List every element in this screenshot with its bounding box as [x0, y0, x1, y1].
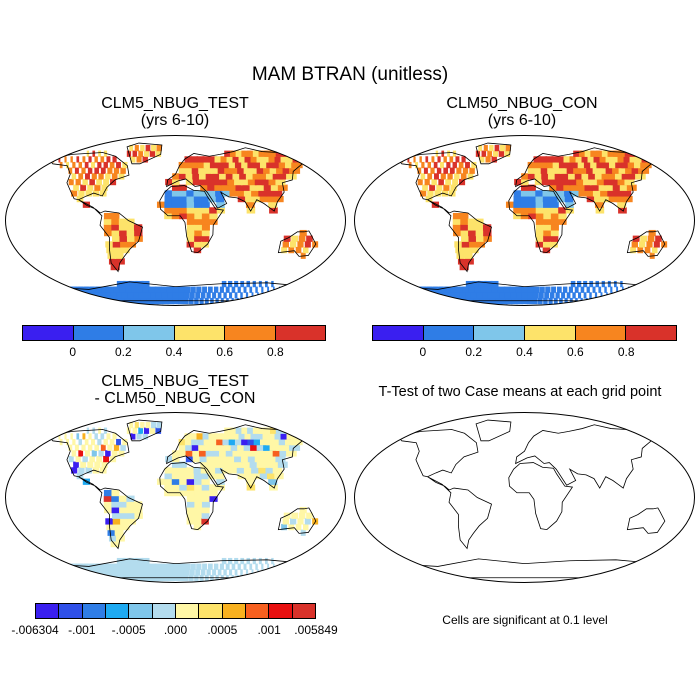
colorbar-tick-label: 0.4 [165, 345, 183, 359]
colorbar-box [373, 326, 424, 340]
figure-title: MAM BTRAN (unitless) [251, 64, 449, 85]
map-top-right [354, 135, 695, 306]
colorbar-box [129, 604, 153, 618]
colorbar-tick-label: 0.8 [617, 345, 635, 359]
colorbar-box [222, 604, 246, 618]
colorbar-box [124, 326, 175, 340]
panel-title-line1: CLM5_NBUG_TEST [101, 373, 249, 390]
map-bottom-right [354, 412, 695, 583]
colorbar-tick-label: -.001 [68, 623, 96, 637]
colorbar-boxes [35, 603, 316, 619]
colorbar-tick-label: -.0005 [111, 623, 146, 637]
panel-title-bottom-right: T-Test of two Case means at each grid po… [378, 384, 662, 400]
map-top-left [5, 135, 346, 306]
colorbar-box [174, 326, 225, 340]
colorbar-boxes [372, 325, 677, 341]
map-bottom-left [5, 412, 346, 583]
significance-note: Cells are significant at 0.1 level [442, 613, 608, 627]
colorbar-tick-label: 0.2 [114, 345, 132, 359]
colorbar-tick-label: -.006304 [11, 623, 59, 637]
colorbar-box [575, 326, 627, 340]
colorbar-tick-label: .001 [257, 623, 281, 637]
colorbar-box [23, 326, 74, 340]
colorbar-tick-label: 0.6 [566, 345, 584, 359]
colorbar-box [525, 326, 576, 340]
colorbar-box [626, 326, 677, 340]
colorbar-tick-label: .000 [163, 623, 188, 637]
colorbar-tick-label: 0.6 [216, 345, 233, 359]
panel-title-line2: (yrs 6-10) [487, 112, 557, 129]
colorbar-tick-label: 0 [419, 345, 427, 359]
panel-title-line1: CLM5_NBUG_TEST [101, 95, 249, 112]
colorbar-box [269, 604, 293, 618]
panel-title-top-left: CLM5_NBUG_TEST (yrs 6-10) [60, 95, 290, 129]
colorbar-box [474, 326, 526, 340]
colorbar-top-right: 0 0.2 0.4 0.6 0.8 [372, 325, 677, 365]
panel-title-line2: - CLM50_NBUG_CON [94, 390, 256, 407]
colorbar-bottom-left: -.006304 -.001 -.0005 .000 .0005 .001 .005849 [11, 603, 338, 643]
colorbar-box [152, 604, 176, 618]
colorbar-box [105, 604, 130, 618]
colorbar-box [199, 604, 223, 618]
colorbar-box [175, 604, 200, 618]
colorbar-tick-label: 0.8 [266, 345, 284, 359]
colorbar-box [36, 604, 60, 618]
colorbar-box [292, 604, 315, 618]
colorbar-box [59, 604, 83, 618]
colorbar-tick-label: 0.2 [465, 345, 482, 359]
colorbar-tick-label: 0 [69, 345, 76, 359]
colorbar-top-left: 0 0.2 0.4 0.6 0.8 [22, 325, 326, 365]
colorbar-box [423, 326, 475, 340]
panel-title-top-right: CLM50_NBUG_CON (yrs 6-10) [407, 95, 637, 129]
colorbar-tick-label: 0.4 [516, 345, 533, 359]
colorbar-box [73, 326, 124, 340]
colorbar-box [225, 326, 276, 340]
panel-title-line1: CLM50_NBUG_CON [446, 95, 598, 112]
colorbar-box [245, 604, 270, 618]
panel-title-bottom-left: CLM5_NBUG_TEST - CLM50_NBUG_CON [60, 373, 290, 407]
colorbar-box [275, 326, 325, 340]
colorbar-boxes [22, 325, 326, 341]
colorbar-tick-label: .0005 [207, 623, 238, 637]
panel-title-line2: (yrs 6-10) [140, 112, 210, 129]
colorbar-box [82, 604, 106, 618]
colorbar-tick-label: .005849 [294, 623, 338, 637]
